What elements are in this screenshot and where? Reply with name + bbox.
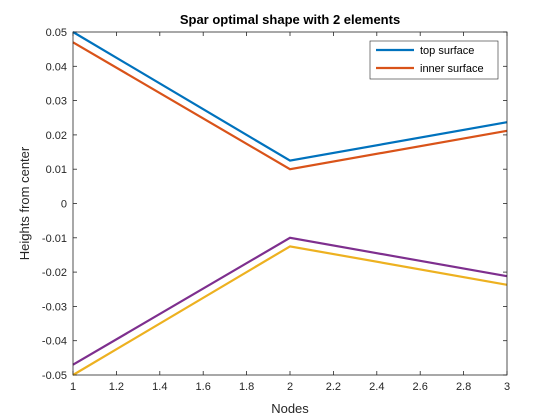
x-tick-label: 1.2 [109,381,124,393]
series-line-4 [72,236,508,366]
legend-box [369,40,499,80]
x-axis-label: Nodes [271,401,309,416]
series-line-1 [72,31,508,162]
y-tick-label: 0.03 [46,96,67,108]
x-tick-label: 1.8 [239,381,254,393]
y-tick-label: 0.01 [46,164,67,176]
x-tick-label: 1 [70,381,76,393]
x-tick-label: 1.4 [152,381,167,393]
y-tick-label: -0.05 [42,370,67,382]
series-line-2 [72,41,508,171]
y-axis-label: Heights from center [17,146,32,260]
y-tick-label: 0.04 [46,61,67,73]
legend-label-2: inner surface [420,63,484,75]
plot-area [73,32,507,375]
y-tick-label: -0.01 [42,233,67,245]
tick-label-group: 1 1.2 1.4 1.6 1.8 2 2.2 2.4 2.6 2.8 3 -0.05 -0.04 -0.… [42,27,510,393]
x-tick-label: 2 [287,381,293,393]
y-tick-label: 0.02 [46,130,67,142]
legend-label-1: top surface [420,45,474,57]
x-tick-label: 1.6 [196,381,211,393]
series-group [72,31,508,376]
series-line-3 [72,245,508,376]
y-tick-label: 0 [61,199,67,211]
x-tick-label: 2.4 [369,381,384,393]
x-tick-label: 2.2 [326,381,341,393]
chart-title: Spar optimal shape with 2 elements [180,12,400,27]
y-tick-label: -0.02 [42,267,67,279]
legend: top surface inner surface [369,40,499,80]
y-tick-label: 0.05 [46,27,67,39]
legend-entries: top surface inner surface [376,45,484,75]
y-tick-label: -0.04 [42,336,67,348]
y-tick-label: -0.03 [42,301,67,313]
x-tick-label: 2.8 [456,381,471,393]
axes-box [72,31,508,376]
x-tick-label: 3 [504,381,510,393]
x-tick-label: 2.6 [413,381,428,393]
